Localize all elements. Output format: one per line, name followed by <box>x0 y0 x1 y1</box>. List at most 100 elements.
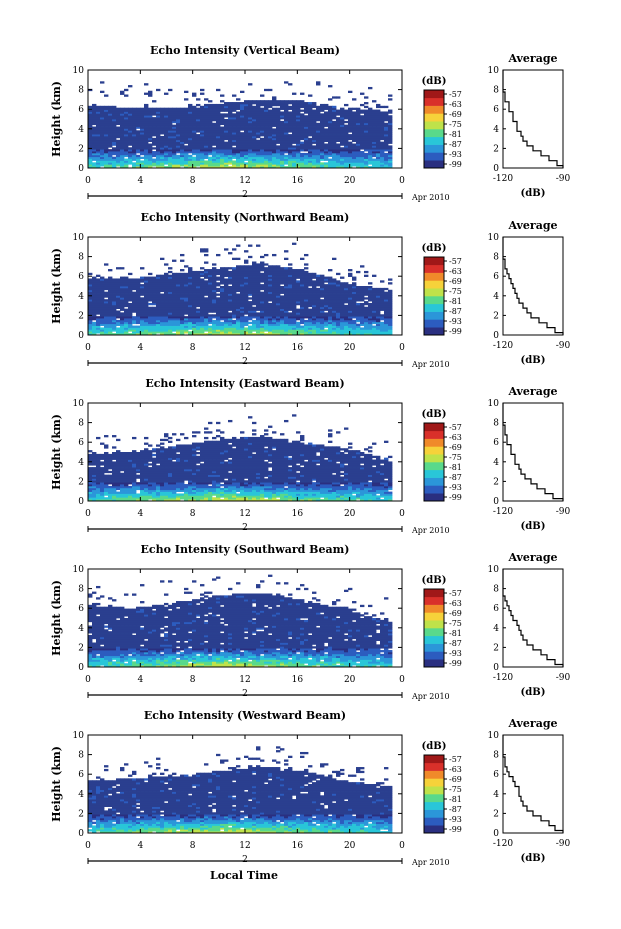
echo-cell <box>132 329 137 332</box>
echo-cell <box>316 117 321 120</box>
echo-cell <box>368 302 373 306</box>
echo-cell <box>276 137 281 141</box>
echo-cell <box>348 119 353 122</box>
echo-cell <box>292 128 297 131</box>
echo-cell <box>184 302 189 306</box>
echo-cell <box>96 302 101 306</box>
echo-cell <box>176 158 181 161</box>
echo-cell <box>104 143 109 146</box>
echo-cell <box>128 113 133 116</box>
echo-cell <box>324 132 329 135</box>
echo-cell <box>96 321 101 325</box>
echo-cell <box>336 280 341 283</box>
echo-cell <box>292 149 297 152</box>
echo-cell <box>92 139 97 143</box>
echo-cell <box>148 145 153 148</box>
echo-cell <box>160 119 165 122</box>
panels-group: Echo Intensity (Vertical Beam)0246810Hei… <box>50 44 571 867</box>
echo-cell <box>300 276 305 279</box>
echo-cell <box>380 321 385 325</box>
echo-cell <box>272 113 277 116</box>
echo-cell <box>300 128 305 131</box>
echo-cell <box>376 119 381 122</box>
echo-cell <box>124 143 129 146</box>
echo-cell <box>196 293 201 296</box>
echo-cell <box>376 323 381 326</box>
echo-cell <box>304 325 309 328</box>
echo-cell <box>252 130 257 133</box>
echo-cell <box>200 119 205 122</box>
echo-cell <box>304 327 309 330</box>
echo-cell <box>164 310 169 313</box>
echo-cell <box>256 282 261 285</box>
echo-cell <box>368 287 373 291</box>
echo-cell <box>136 333 141 336</box>
echo-cell <box>92 310 97 313</box>
echo-cell <box>216 321 221 325</box>
echo-cell <box>308 308 313 311</box>
echo-cell <box>388 109 393 112</box>
echo-cell <box>300 316 305 319</box>
echo-cell <box>244 318 249 321</box>
echo-cell <box>204 152 209 156</box>
echo-cell <box>108 287 113 291</box>
echo-cell <box>168 291 173 294</box>
echo-cell <box>220 156 225 159</box>
echo-cell <box>124 280 129 283</box>
echo-cell <box>92 132 97 135</box>
echo-cell <box>244 321 249 325</box>
echo-cell <box>360 297 365 300</box>
echo-cell <box>260 331 265 334</box>
echo-cell <box>300 329 305 332</box>
echo-cell <box>280 329 285 332</box>
echo-cell <box>328 312 333 315</box>
echo-cell <box>180 269 185 272</box>
echo-cell <box>180 109 185 112</box>
echo-cell <box>120 287 125 291</box>
echo-cell <box>324 143 329 146</box>
echo-cell <box>160 325 165 328</box>
echo-cell <box>116 295 121 298</box>
echo-cell <box>216 299 221 302</box>
echo-cell <box>364 331 369 334</box>
echo-cell <box>172 323 177 326</box>
echo-cell <box>248 282 253 285</box>
echo-cell <box>384 301 389 304</box>
echo-cell <box>312 327 317 330</box>
echo-cell <box>184 289 189 293</box>
echo-cell <box>212 132 217 135</box>
echo-cell <box>304 253 309 257</box>
echo-cell <box>184 141 189 144</box>
echo-cell <box>344 160 349 163</box>
echo-cell <box>284 107 289 110</box>
echo-cell <box>264 272 269 276</box>
echo-cell <box>168 299 173 302</box>
echo-cell <box>232 297 237 300</box>
echo-cell <box>252 310 257 313</box>
echo-cell <box>332 152 337 156</box>
echo-cell <box>272 269 277 272</box>
echo-cell <box>164 299 169 302</box>
echo-cell <box>104 295 109 298</box>
echo-cell <box>252 323 257 326</box>
echo-cell <box>344 295 349 298</box>
echo-cell <box>168 316 173 319</box>
echo-cell <box>228 139 233 143</box>
echo-cell <box>348 162 353 165</box>
echo-cell <box>92 130 97 133</box>
echo-cell <box>144 291 149 294</box>
echo-cell <box>168 318 173 321</box>
echo-cell <box>296 162 301 165</box>
echo-cell <box>172 134 177 137</box>
echo-cell <box>276 269 281 272</box>
echo-cell <box>240 126 245 129</box>
echo-cell <box>372 134 377 137</box>
echo-cell <box>360 164 365 167</box>
echo-cell <box>192 306 197 310</box>
echo-cell <box>108 284 113 287</box>
echo-cell <box>364 162 369 165</box>
echo-cell <box>312 109 317 112</box>
echo-cell <box>200 158 205 161</box>
echo-cell <box>96 323 101 326</box>
echo-cell <box>340 122 345 126</box>
